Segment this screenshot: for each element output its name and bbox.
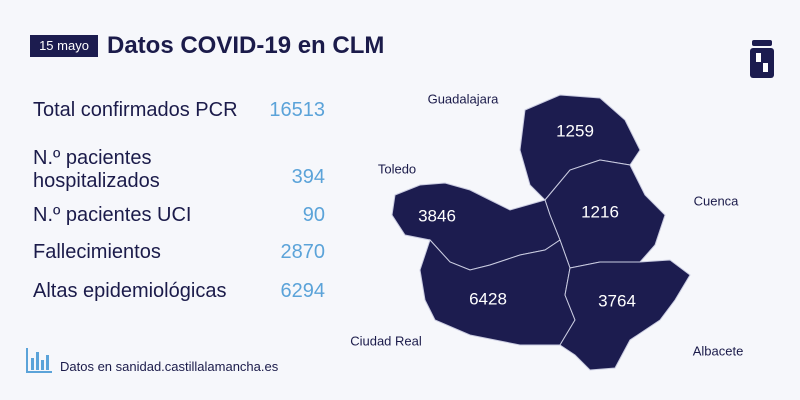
province xyxy=(559,259,691,371)
date-badge: 15 mayo xyxy=(30,35,98,57)
region-value: 1259 xyxy=(556,121,594,140)
region-value: 3846 xyxy=(418,206,456,225)
stat-value: 16513 xyxy=(269,99,325,121)
region-name: Cuenca xyxy=(694,193,740,208)
region-name: Toledo xyxy=(378,161,416,176)
stat-label: N.º pacientes hospitalizados xyxy=(33,147,160,192)
stat-label: Altas epidemiológicas xyxy=(33,280,227,302)
region-value: 6428 xyxy=(469,289,507,308)
logo xyxy=(750,40,774,78)
region-name: Guadalajara xyxy=(428,91,500,106)
footer-icon xyxy=(26,348,52,373)
region-value: 3764 xyxy=(598,291,636,310)
stat-value: 2870 xyxy=(280,241,326,263)
stat-label: Total confirmados PCR xyxy=(33,99,238,121)
footer-text: Datos en sanidad.castillalamancha.es xyxy=(60,359,279,374)
stat-value: 6294 xyxy=(280,280,326,302)
stat-value: 394 xyxy=(291,166,325,188)
stat-value: 90 xyxy=(302,204,325,226)
region-value: 1216 xyxy=(581,202,619,221)
region-name: Ciudad Real xyxy=(350,333,422,348)
stat-label: N.º pacientes UCI xyxy=(33,204,192,226)
stat-label: Fallecimientos xyxy=(33,241,161,263)
title: Datos COVID-19 en CLM xyxy=(107,32,385,59)
region-name: Albacete xyxy=(693,343,744,358)
provinces xyxy=(391,94,691,371)
